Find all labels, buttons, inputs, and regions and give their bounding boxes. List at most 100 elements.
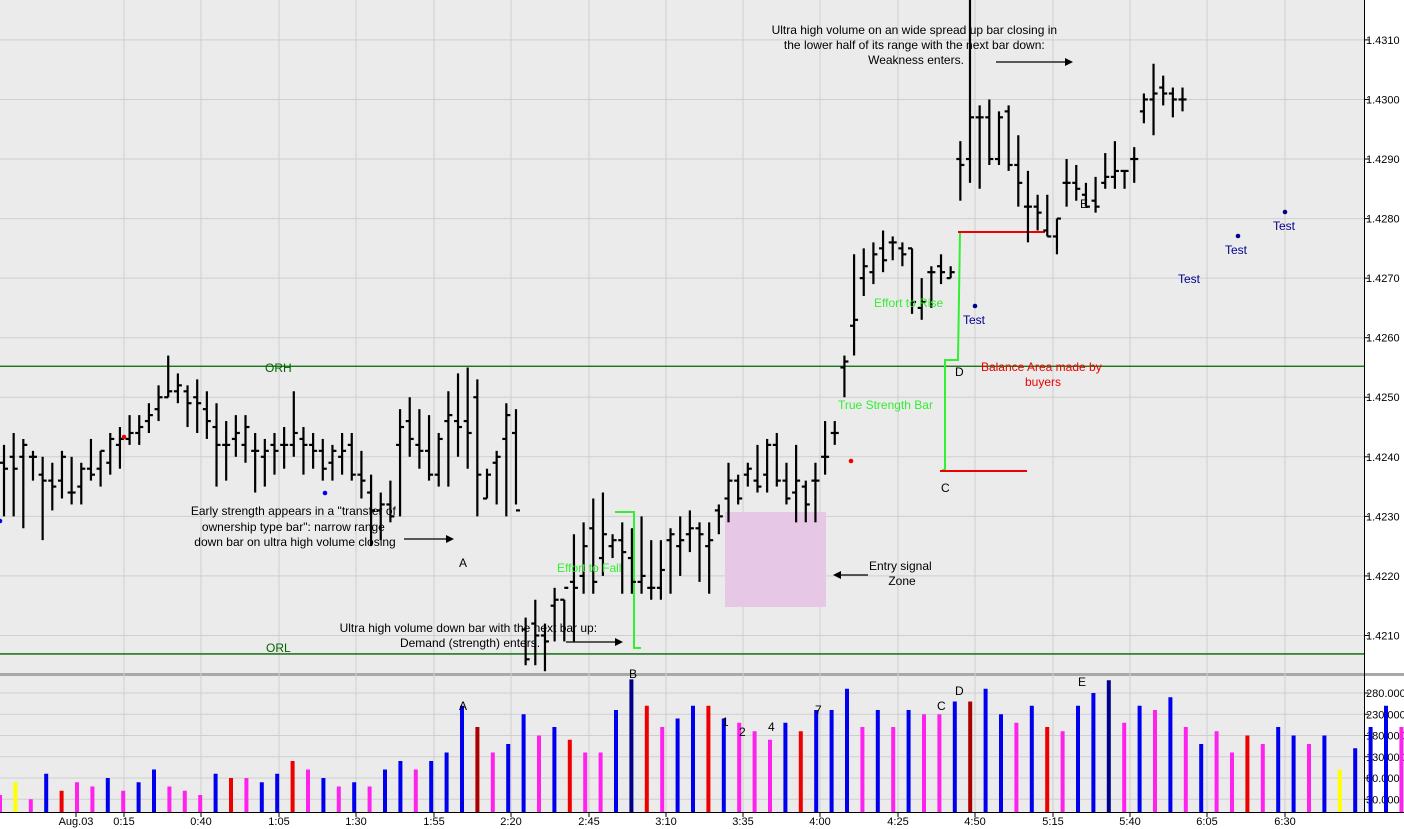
volume-bar <box>105 778 110 812</box>
ohlc-bar <box>589 498 598 594</box>
volume-bar <box>1029 705 1034 812</box>
effort-to-fall-line <box>615 511 641 649</box>
ohlc-bar <box>270 432 279 475</box>
ohlc-bar <box>840 355 849 398</box>
ohlc-bar <box>1043 194 1052 238</box>
ohlc-bar <box>376 492 385 541</box>
volume-bar <box>1307 744 1311 812</box>
ohlc-bar <box>975 105 984 189</box>
ohlc-bar <box>676 516 685 576</box>
ohlc-bar <box>569 534 578 642</box>
volume-bar <box>460 705 464 812</box>
volume-bar <box>999 714 1003 812</box>
price-tick-label: 1.4260 <box>1366 333 1400 345</box>
ohlc-bar <box>821 421 830 475</box>
effort-to-rise-label: Effort to Rise <box>874 296 943 310</box>
volume-bar <box>44 773 49 812</box>
time-tick-label: 1:30 <box>345 816 366 828</box>
price-panel-bg <box>0 0 1364 673</box>
volume-bar <box>952 701 957 812</box>
ohlc-bar <box>67 456 76 505</box>
ohlc-bar <box>483 468 491 500</box>
time-tick-label: Aug.03 <box>59 816 94 828</box>
ohlc-bar <box>318 438 327 481</box>
volume-bar <box>629 679 634 812</box>
ohlc-bar <box>1072 164 1081 201</box>
test-label: Test <box>1225 243 1248 257</box>
volume-bar <box>845 688 849 812</box>
ohlc-bar <box>260 438 269 487</box>
ohlc-bar <box>289 391 298 457</box>
volume-bar <box>13 782 18 812</box>
volume-bar <box>229 778 233 812</box>
ohlc-bar <box>811 462 820 523</box>
ohlc-bar <box>724 462 733 523</box>
volume-bar <box>1214 731 1219 812</box>
volume-bar <box>798 731 803 812</box>
ohlc-bar <box>48 462 57 511</box>
time-tick-label: 4:25 <box>887 816 908 828</box>
volume-bar <box>75 782 79 812</box>
ohlc-bar <box>869 242 878 285</box>
ohlc-bar <box>966 0 974 183</box>
ohlc-bar <box>550 587 559 642</box>
vol-label-2: 2 <box>739 725 746 739</box>
ohlc-bar <box>212 403 221 487</box>
ohlc-bar <box>627 528 636 594</box>
volume-bar <box>706 705 711 812</box>
ohlc-bar <box>1130 147 1139 183</box>
ohlc-bar <box>415 409 424 469</box>
label-e: E <box>1080 197 1088 211</box>
volume-bar <box>1291 735 1296 812</box>
volume-bar <box>1230 752 1234 812</box>
orh-label: ORH <box>265 361 292 375</box>
volume-bars <box>0 679 1404 812</box>
time-tick-label: 1:05 <box>268 816 289 828</box>
ohlc-bar <box>299 427 308 475</box>
ohlc-bar <box>898 242 907 267</box>
test-dot <box>1282 209 1288 215</box>
ohlc-bar <box>956 141 965 201</box>
volume-bar <box>90 786 95 812</box>
ohlc-bar <box>357 450 366 499</box>
time-tick-label: 1:55 <box>423 816 444 828</box>
volume-bar <box>213 773 218 812</box>
ohlc-bar <box>396 409 405 517</box>
ohlc-bar <box>1159 75 1168 106</box>
price-tick-label: 1.4250 <box>1366 392 1400 404</box>
volume-bar <box>537 735 541 812</box>
volume-bar <box>614 710 618 812</box>
volume-bar <box>275 773 280 812</box>
volume-bar <box>413 769 418 812</box>
ohlc-bar <box>695 522 704 582</box>
price-tick-label: 1.4300 <box>1366 94 1400 106</box>
ohlc-bar <box>280 427 289 469</box>
vol-label-1: 1 <box>722 715 729 729</box>
ohlc-bar <box>830 421 839 445</box>
volume-tick-label: 80.000 <box>1366 773 1400 785</box>
price-axis-bg <box>1364 0 1404 812</box>
label-b: B <box>629 667 637 681</box>
volume-bar <box>475 727 480 812</box>
ohlc-bar <box>9 432 18 517</box>
time-tick-label: 6:30 <box>1274 816 1295 828</box>
volume-bar <box>367 786 372 812</box>
ohlc-bar <box>425 415 434 481</box>
ohlc-bar <box>183 385 192 428</box>
vol-label-7: 7 <box>815 703 822 717</box>
volume-bar <box>1199 744 1204 812</box>
ohlc-bar <box>801 480 810 523</box>
ohlc-bar <box>927 266 936 308</box>
volume-bar <box>968 701 973 812</box>
ohlc-bar <box>637 516 646 594</box>
ohlc-bar <box>859 248 868 297</box>
ohlc-bar <box>164 355 173 399</box>
entry-signal-zone <box>725 512 826 607</box>
time-tick-label: 5:15 <box>1042 816 1063 828</box>
weakness-note: Ultra high volume on an wide spread up b… <box>772 23 1061 67</box>
ohlc-bar <box>879 230 888 273</box>
volume-bar <box>336 786 341 812</box>
ohlc-bar <box>753 444 762 493</box>
ohlc-bar <box>38 456 47 541</box>
